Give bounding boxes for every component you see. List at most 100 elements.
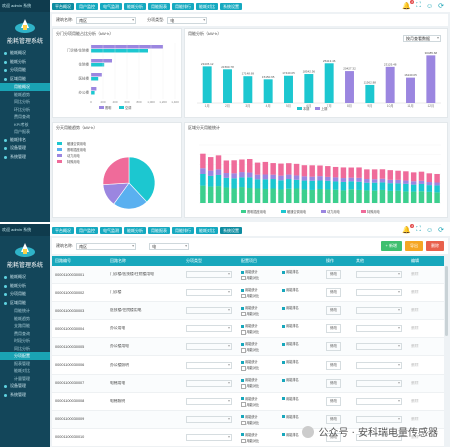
bar[interactable] — [385, 66, 395, 103]
stack-segment[interactable] — [270, 179, 276, 189]
pie-slice[interactable] — [128, 156, 156, 203]
edit-button[interactable]: 修改 — [326, 270, 341, 280]
type-select[interactable] — [186, 325, 232, 333]
type-select[interactable] — [186, 307, 232, 315]
stack-segment[interactable] — [231, 188, 237, 204]
period-select[interactable]: 按月查看数据 — [403, 35, 441, 42]
stack-segment[interactable] — [270, 174, 276, 180]
type-select[interactable] — [186, 433, 232, 441]
stack-segment[interactable] — [247, 159, 253, 173]
nav-tab[interactable]: 用户监控 — [76, 2, 98, 10]
sidebar-item[interactable]: KPI考核 — [0, 121, 50, 129]
edit-button[interactable]: 修改 — [326, 414, 341, 424]
stack-segment[interactable] — [356, 181, 362, 190]
stack-segment[interactable] — [325, 176, 331, 181]
option-checkbox[interactable]: 用能对比 — [241, 420, 282, 425]
stack-segment[interactable] — [387, 183, 393, 191]
stack-segment[interactable] — [207, 175, 214, 187]
stack-segment[interactable] — [200, 185, 206, 203]
stack-segment[interactable] — [364, 190, 370, 203]
delete-link[interactable]: 删除 — [411, 434, 419, 439]
table-scrollbar[interactable] — [445, 266, 448, 336]
stack-segment[interactable] — [309, 165, 315, 177]
sidebar-item[interactable]: 设备管理 — [0, 382, 50, 391]
stack-segment[interactable] — [301, 189, 308, 203]
stack-segment[interactable] — [309, 180, 315, 190]
stack-segment[interactable] — [286, 179, 292, 189]
stack-segment[interactable] — [371, 179, 378, 183]
option-checkbox[interactable]: 用能统计 — [241, 341, 282, 346]
sidebar-item[interactable]: 分项用能 — [0, 66, 50, 75]
building-select[interactable]: 南区 — [76, 16, 137, 24]
bar[interactable] — [223, 69, 232, 103]
sidebar-item[interactable]: 系统管理 — [0, 391, 50, 400]
stack-segment[interactable] — [371, 190, 378, 203]
sidebar-item[interactable]: 区域用能 — [0, 75, 50, 84]
option-checkbox[interactable]: 用能统计 — [241, 359, 282, 364]
nav-tab[interactable]: 能耗对比 — [196, 226, 218, 234]
sidebar-item[interactable]: 能耗排名 — [0, 136, 50, 145]
stack-segment[interactable] — [387, 179, 393, 184]
sidebar-item[interactable]: 能耗分析 — [0, 282, 50, 291]
delete-link[interactable]: 删除 — [411, 398, 419, 403]
bell-icon[interactable]: 🔔 2 — [402, 224, 415, 234]
other-select[interactable] — [356, 415, 402, 423]
stack-segment[interactable] — [379, 189, 386, 203]
edit-button[interactable]: 修改 — [326, 324, 341, 334]
bar[interactable] — [91, 63, 105, 67]
bell-icon[interactable]: 🔔 2 — [402, 0, 415, 10]
stack-segment[interactable] — [293, 163, 300, 176]
stack-segment[interactable] — [418, 171, 425, 181]
other-select[interactable] — [356, 397, 402, 405]
stack-segment[interactable] — [410, 191, 417, 203]
stack-segment[interactable] — [278, 175, 284, 181]
nav-tab[interactable]: 用能报表 — [148, 226, 170, 234]
option-checkbox[interactable]: 用能统计 — [241, 377, 282, 382]
stack-segment[interactable] — [239, 187, 245, 203]
bar[interactable] — [202, 66, 212, 103]
edit-button[interactable]: 修改 — [326, 378, 341, 388]
option-checkbox[interactable]: 用能排名 — [282, 414, 323, 419]
stack-segment[interactable] — [239, 159, 245, 173]
option-checkbox[interactable]: 用能对比 — [241, 402, 282, 407]
stack-segment[interactable] — [395, 179, 401, 184]
stack-segment[interactable] — [434, 182, 440, 186]
bar[interactable] — [304, 74, 314, 103]
stack-segment[interactable] — [395, 170, 401, 180]
delete-link[interactable]: 删除 — [411, 362, 419, 367]
sidebar-item[interactable]: 费用查询 — [0, 330, 50, 338]
other-select[interactable] — [356, 379, 402, 387]
nav-tab[interactable]: 能耗分析 — [124, 2, 146, 10]
sidebar-item[interactable]: 能耗趋势 — [0, 315, 50, 323]
stack-segment[interactable] — [223, 177, 230, 188]
stack-segment[interactable] — [403, 171, 409, 181]
nav-tab[interactable]: 电气监测 — [100, 226, 122, 234]
stack-segment[interactable] — [364, 169, 370, 180]
stack-segment[interactable] — [340, 167, 347, 179]
stack-segment[interactable] — [254, 188, 261, 204]
stack-segment[interactable] — [356, 189, 362, 203]
stack-segment[interactable] — [215, 169, 222, 175]
stack-segment[interactable] — [262, 174, 269, 180]
sidebar-item[interactable]: 时段分析 — [0, 337, 50, 345]
type-select[interactable] — [186, 343, 232, 351]
type-select[interactable] — [186, 271, 232, 279]
option-checkbox[interactable]: 用能排名 — [282, 432, 323, 437]
refresh-icon[interactable]: ⟳ — [438, 3, 444, 10]
stack-segment[interactable] — [426, 173, 433, 183]
stack-segment[interactable] — [434, 192, 440, 203]
type-select[interactable] — [186, 397, 232, 405]
sidebar-item[interactable]: 同比分析 — [0, 345, 50, 353]
delete-link[interactable]: 删除 — [411, 416, 419, 421]
option-checkbox[interactable]: 用能对比 — [241, 293, 282, 298]
refresh-icon[interactable]: ⟳ — [438, 227, 444, 234]
stack-segment[interactable] — [332, 189, 339, 203]
stack-segment[interactable] — [262, 188, 269, 203]
sidebar-item[interactable]: 用户报表 — [0, 128, 50, 136]
sidebar-item[interactable]: 费用查询 — [0, 113, 50, 121]
user-icon[interactable]: ☺ — [425, 2, 434, 10]
stack-segment[interactable] — [301, 176, 308, 181]
fullscreen-icon[interactable]: ⛶ — [416, 2, 421, 9]
other-select[interactable] — [356, 307, 402, 315]
stack-segment[interactable] — [371, 182, 378, 191]
